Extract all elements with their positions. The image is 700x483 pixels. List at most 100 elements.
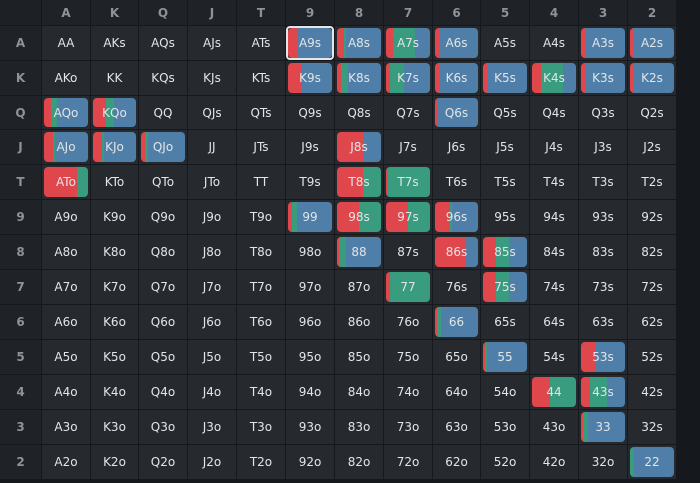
hand-cell-ato[interactable]: ATo <box>42 165 90 199</box>
hand-cell-ats[interactable]: ATs <box>237 26 285 60</box>
hand-cell-a8s[interactable]: A8s <box>335 26 383 60</box>
hand-cell-j9s[interactable]: J9s <box>286 130 334 164</box>
hand-cell-k7s[interactable]: K7s <box>384 61 432 95</box>
hand-cell-t6o[interactable]: T6o <box>237 305 285 339</box>
hand-cell-66[interactable]: 66 <box>433 305 480 339</box>
hand-cell-t9s[interactable]: T9s <box>286 165 334 199</box>
hand-cell-j6o[interactable]: J6o <box>188 305 236 339</box>
hand-cell-76s[interactable]: 76s <box>433 270 480 304</box>
hand-cell-32o[interactable]: 32o <box>579 445 627 479</box>
hand-cell-62o[interactable]: 62o <box>433 445 480 479</box>
hand-cell-a6o[interactable]: A6o <box>42 305 90 339</box>
hand-cell-k5o[interactable]: K5o <box>91 340 138 374</box>
hand-cell-72o[interactable]: 72o <box>384 445 432 479</box>
hand-cell-96s[interactable]: 96s <box>433 200 480 234</box>
hand-cell-75o[interactable]: 75o <box>384 340 432 374</box>
hand-cell-qq[interactable]: QQ <box>139 96 187 129</box>
hand-cell-84s[interactable]: 84s <box>530 235 578 269</box>
hand-cell-84o[interactable]: 84o <box>335 375 383 409</box>
hand-cell-54o[interactable]: 54o <box>481 375 529 409</box>
hand-cell-a5s[interactable]: A5s <box>481 26 529 60</box>
hand-cell-t9o[interactable]: T9o <box>237 200 285 234</box>
hand-cell-k7o[interactable]: K7o <box>91 270 138 304</box>
hand-cell-j9o[interactable]: J9o <box>188 200 236 234</box>
hand-cell-87o[interactable]: 87o <box>335 270 383 304</box>
hand-cell-a6s[interactable]: A6s <box>433 26 480 60</box>
hand-cell-85o[interactable]: 85o <box>335 340 383 374</box>
hand-cell-tt[interactable]: TT <box>237 165 285 199</box>
hand-cell-t6s[interactable]: T6s <box>433 165 480 199</box>
hand-cell-86s[interactable]: 86s <box>433 235 480 269</box>
hand-cell-t5s[interactable]: T5s <box>481 165 529 199</box>
hand-cell-t2o[interactable]: T2o <box>237 445 285 479</box>
hand-cell-q5o[interactable]: Q5o <box>139 340 187 374</box>
hand-cell-kk[interactable]: KK <box>91 61 138 95</box>
hand-cell-a5o[interactable]: A5o <box>42 340 90 374</box>
hand-cell-aa[interactable]: AA <box>42 26 90 60</box>
hand-cell-k8s[interactable]: K8s <box>335 61 383 95</box>
hand-cell-k8o[interactable]: K8o <box>91 235 138 269</box>
hand-cell-t5o[interactable]: T5o <box>237 340 285 374</box>
hand-cell-q6o[interactable]: Q6o <box>139 305 187 339</box>
hand-cell-54s[interactable]: 54s <box>530 340 578 374</box>
hand-cell-jts[interactable]: JTs <box>237 130 285 164</box>
hand-cell-j3s[interactable]: J3s <box>579 130 627 164</box>
hand-cell-kts[interactable]: KTs <box>237 61 285 95</box>
hand-cell-k2o[interactable]: K2o <box>91 445 138 479</box>
hand-cell-t4o[interactable]: T4o <box>237 375 285 409</box>
hand-cell-62s[interactable]: 62s <box>628 305 676 339</box>
hand-cell-76o[interactable]: 76o <box>384 305 432 339</box>
hand-cell-a4s[interactable]: A4s <box>530 26 578 60</box>
hand-cell-98s[interactable]: 98s <box>335 200 383 234</box>
hand-cell-j7s[interactable]: J7s <box>384 130 432 164</box>
hand-cell-j4o[interactable]: J4o <box>188 375 236 409</box>
hand-cell-98o[interactable]: 98o <box>286 235 334 269</box>
hand-cell-65s[interactable]: 65s <box>481 305 529 339</box>
hand-cell-q3s[interactable]: Q3s <box>579 96 627 129</box>
hand-cell-95s[interactable]: 95s <box>481 200 529 234</box>
hand-cell-95o[interactable]: 95o <box>286 340 334 374</box>
hand-cell-87s[interactable]: 87s <box>384 235 432 269</box>
hand-cell-q4s[interactable]: Q4s <box>530 96 578 129</box>
hand-cell-63o[interactable]: 63o <box>433 410 480 444</box>
hand-cell-t4s[interactable]: T4s <box>530 165 578 199</box>
hand-cell-k9s[interactable]: K9s <box>286 61 334 95</box>
hand-cell-t7o[interactable]: T7o <box>237 270 285 304</box>
hand-cell-ajo[interactable]: AJo <box>42 130 90 164</box>
hand-cell-77[interactable]: 77 <box>384 270 432 304</box>
hand-cell-aqo[interactable]: AQo <box>42 96 90 129</box>
hand-cell-kto[interactable]: KTo <box>91 165 138 199</box>
hand-cell-q5s[interactable]: Q5s <box>481 96 529 129</box>
hand-cell-qjs[interactable]: QJs <box>188 96 236 129</box>
hand-cell-73s[interactable]: 73s <box>579 270 627 304</box>
hand-cell-32s[interactable]: 32s <box>628 410 676 444</box>
hand-cell-t3s[interactable]: T3s <box>579 165 627 199</box>
hand-cell-a9o[interactable]: A9o <box>42 200 90 234</box>
hand-cell-t2s[interactable]: T2s <box>628 165 676 199</box>
hand-cell-85s[interactable]: 85s <box>481 235 529 269</box>
hand-cell-64o[interactable]: 64o <box>433 375 480 409</box>
hand-cell-q9s[interactable]: Q9s <box>286 96 334 129</box>
hand-cell-j2s[interactable]: J2s <box>628 130 676 164</box>
hand-cell-aqs[interactable]: AQs <box>139 26 187 60</box>
hand-cell-aks[interactable]: AKs <box>91 26 138 60</box>
hand-cell-kqo[interactable]: KQo <box>91 96 138 129</box>
hand-cell-64s[interactable]: 64s <box>530 305 578 339</box>
hand-cell-k6o[interactable]: K6o <box>91 305 138 339</box>
hand-cell-t3o[interactable]: T3o <box>237 410 285 444</box>
hand-cell-99[interactable]: 99 <box>286 200 334 234</box>
hand-cell-qts[interactable]: QTs <box>237 96 285 129</box>
hand-cell-82o[interactable]: 82o <box>335 445 383 479</box>
hand-cell-83s[interactable]: 83s <box>579 235 627 269</box>
hand-cell-j6s[interactable]: J6s <box>433 130 480 164</box>
hand-cell-a3s[interactable]: A3s <box>579 26 627 60</box>
hand-cell-63s[interactable]: 63s <box>579 305 627 339</box>
hand-cell-83o[interactable]: 83o <box>335 410 383 444</box>
hand-cell-52s[interactable]: 52s <box>628 340 676 374</box>
hand-cell-jj[interactable]: JJ <box>188 130 236 164</box>
hand-cell-94o[interactable]: 94o <box>286 375 334 409</box>
hand-cell-55[interactable]: 55 <box>481 340 529 374</box>
hand-cell-t8o[interactable]: T8o <box>237 235 285 269</box>
hand-cell-j7o[interactable]: J7o <box>188 270 236 304</box>
hand-cell-k5s[interactable]: K5s <box>481 61 529 95</box>
